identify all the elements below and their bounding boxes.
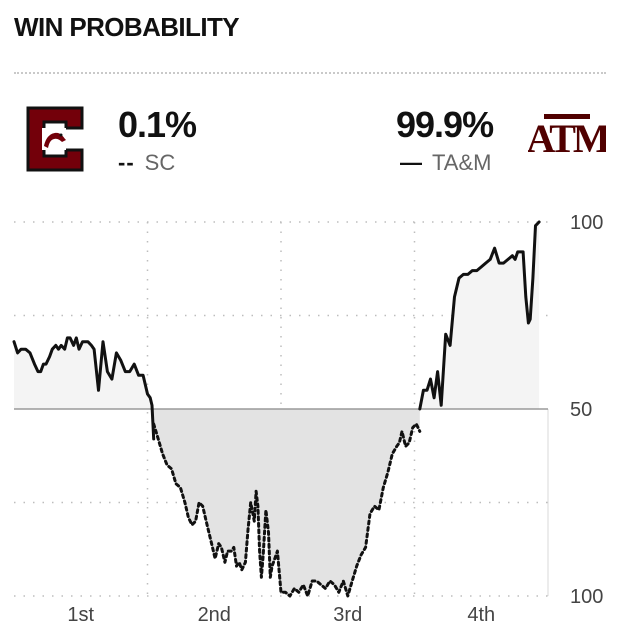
tamu-legend: — TA&M [400,150,491,176]
sc-team-abbr: SC [144,150,176,175]
sc-legend-dash-icon: -- [118,150,135,175]
y-tick-label: 100 [570,586,603,608]
tamu-team-abbr: TA&M [432,150,492,175]
y-tick-label: 100 [570,212,603,234]
x-tick-label: 4th [467,604,495,626]
x-tick-label: 2nd [198,604,231,626]
series-line-tamu-2 [418,220,541,411]
sc-win-pct: 0.1% [118,104,197,145]
tamu-logo-icon: ATM [526,106,613,170]
tamu-win-pct: 99.9% [396,104,494,145]
sc-legend: -- SC [118,150,175,176]
svg-text:ATM: ATM [528,116,606,161]
series-line-sc-1 [152,422,422,598]
tamu-favored-area [14,409,540,596]
sc-logo-icon [22,102,88,176]
tamu-legend-line-icon: — [400,150,422,175]
page-title: WIN PROBABILITY [14,12,240,42]
x-tick-label: 1st [67,604,94,626]
header-divider [14,72,606,74]
sc-favored-area [14,222,540,409]
x-tick-label: 3rd [333,604,362,626]
series-line-tamu-0 [12,336,156,441]
y-tick-label: 50 [570,399,592,421]
